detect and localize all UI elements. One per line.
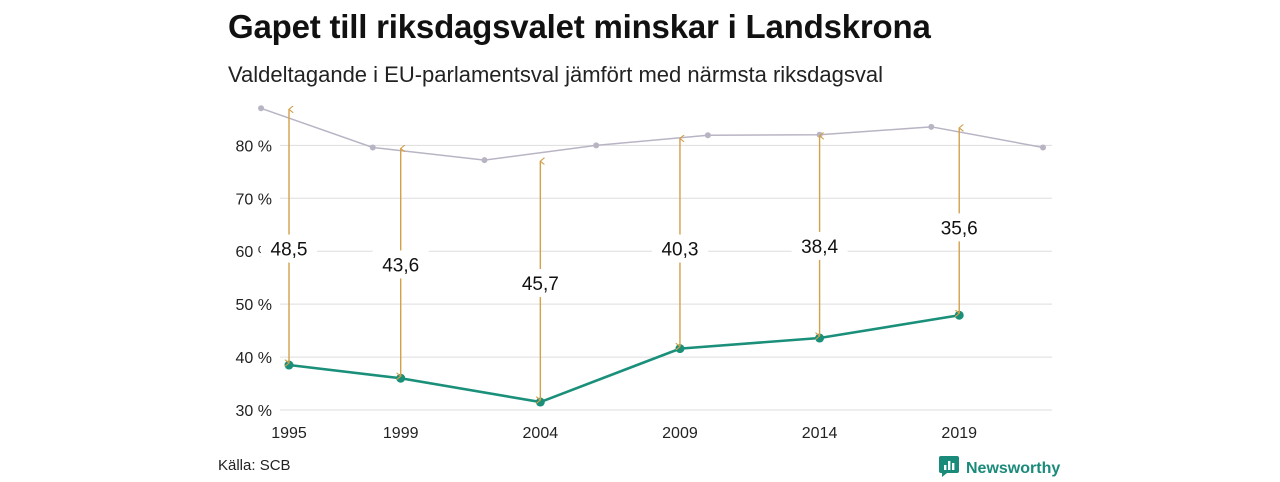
gap-label: 45,7 [522, 274, 559, 295]
x-tick-label: 2009 [662, 425, 698, 442]
x-axis: 1995 1999 2004 2009 2014 2019 [271, 425, 977, 442]
y-tick-label: 70 % [236, 191, 272, 208]
gap-label: 43,6 [382, 255, 419, 276]
brand-name: Newsworthy [966, 459, 1061, 477]
gap-label-bg [261, 234, 317, 263]
grid-lines [280, 144, 1052, 411]
y-tick-label: 40 % [236, 350, 272, 367]
x-tick-label: 2019 [941, 425, 977, 442]
newsworthy-logo-icon [938, 455, 960, 482]
data-point-riksdag [928, 123, 935, 130]
gap-label: 35,6 [941, 218, 978, 239]
series-line-riksdag [260, 107, 1044, 161]
data-point-riksdag [704, 132, 711, 139]
y-axis: 30 %40 %50 %60 %70 %80 % [236, 138, 272, 420]
series-riksdag [258, 105, 1046, 164]
gap-arrows: 48,5 43,6 45,7 40,3 38,4 35,6 [261, 109, 988, 400]
y-tick-label: 80 % [236, 138, 272, 155]
gap-label-bg [651, 234, 708, 263]
gap-label: 38,4 [801, 237, 838, 258]
gap-label: 40,3 [661, 240, 698, 261]
data-point-riksdag [369, 144, 376, 151]
data-point-riksdag [1040, 144, 1046, 151]
series-eu [284, 310, 964, 407]
chart-title: Gapet till riksdagsvalet minskar i Lands… [228, 8, 931, 45]
gap-label-bg [931, 213, 988, 242]
data-point-riksdag [593, 142, 600, 149]
y-tick-label: 50 % [236, 297, 272, 314]
gap-label-bg [791, 231, 848, 260]
y-tick-label: 30 % [236, 403, 272, 420]
data-point-riksdag [258, 105, 265, 112]
gap-label-bg [372, 250, 429, 279]
series-line-eu [288, 313, 960, 404]
gap-label-bg [512, 268, 569, 297]
data-point-riksdag [481, 157, 488, 164]
gap-label: 48,5 [271, 240, 308, 261]
source-note: Källa: SCB [218, 457, 291, 474]
x-tick-label: 1999 [383, 425, 419, 442]
chart-subtitle: Valdeltagande i EU-parlamentsval jämfört… [228, 62, 883, 87]
x-tick-label: 2014 [802, 425, 838, 442]
x-tick-label: 2004 [523, 425, 559, 442]
brand[interactable]: Newsworthy [938, 455, 1060, 482]
x-tick-label: 1995 [271, 425, 307, 442]
